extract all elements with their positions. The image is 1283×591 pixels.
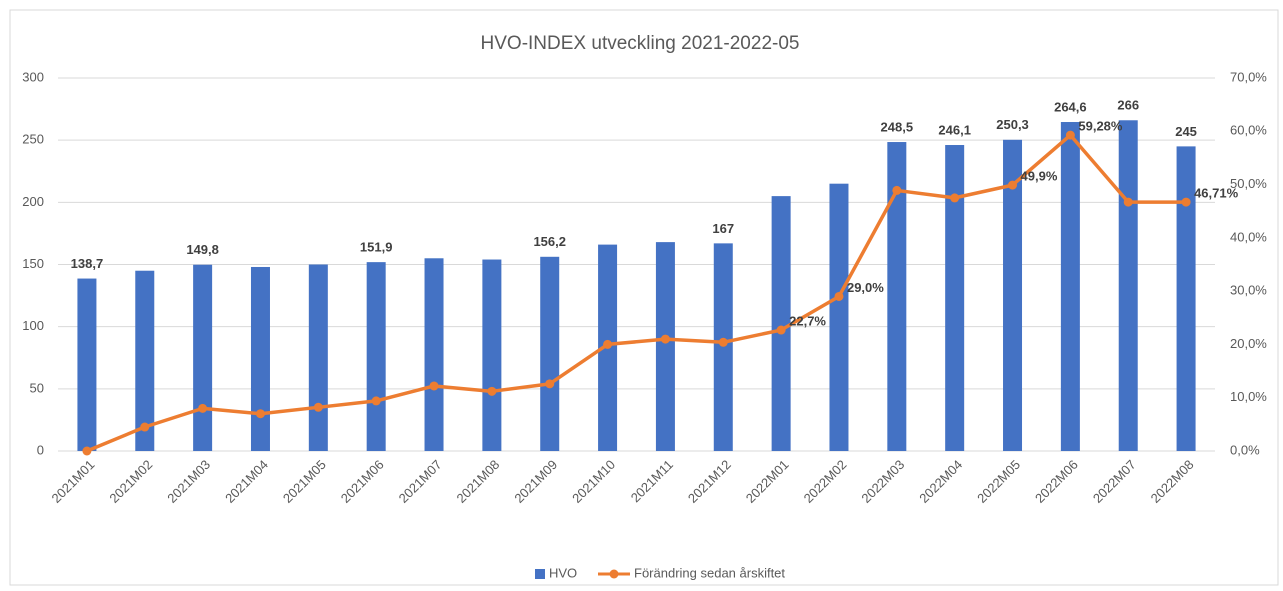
data-label: 246,1	[938, 122, 971, 137]
line-point	[892, 185, 902, 195]
bar	[713, 243, 733, 451]
bar	[482, 259, 502, 451]
legend-swatch	[535, 569, 545, 579]
y2-tick-label: 30,0%	[1230, 283, 1267, 298]
y2-tick-label: 60,0%	[1230, 123, 1267, 138]
y-tick-label: 150	[22, 256, 44, 271]
bar	[1003, 139, 1023, 451]
y2-tick-label: 10,0%	[1230, 389, 1267, 404]
line-point	[429, 381, 439, 391]
bar	[77, 278, 97, 451]
legend-label: Förändring sedan årskiftet	[634, 565, 785, 580]
line	[86, 133, 1187, 453]
bar	[887, 142, 907, 451]
bar	[1176, 146, 1196, 451]
line-point	[487, 386, 497, 396]
data-label: 59,28%	[1078, 119, 1123, 134]
bar	[945, 145, 965, 451]
bar	[829, 183, 849, 451]
data-label: 266	[1117, 98, 1139, 113]
data-label: 29,0%	[847, 280, 884, 295]
data-label: 49,9%	[1021, 169, 1058, 184]
line-point	[1008, 180, 1018, 190]
y-tick-label: 200	[22, 194, 44, 209]
bar	[540, 256, 560, 451]
y-tick-label: 300	[22, 69, 44, 84]
bar	[424, 258, 444, 451]
line-point	[718, 337, 728, 347]
data-label: 22,7%	[789, 313, 826, 328]
line-point	[603, 339, 613, 349]
line-point	[950, 193, 960, 203]
line-point	[776, 325, 786, 335]
bar	[250, 266, 270, 451]
data-label: 264,6	[1054, 99, 1087, 114]
y-tick-label: 50	[30, 380, 44, 395]
y-tick-label: 100	[22, 318, 44, 333]
line-point	[1181, 197, 1191, 207]
line-point	[545, 379, 555, 389]
line-point	[198, 403, 208, 413]
y2-tick-label: 50,0%	[1230, 176, 1267, 191]
y2-tick-label: 40,0%	[1230, 229, 1267, 244]
line-point	[140, 422, 150, 432]
bar	[655, 242, 675, 451]
data-label: 167	[712, 221, 734, 236]
y2-tick-label: 0,0%	[1230, 442, 1260, 457]
bar	[1060, 122, 1080, 451]
bar	[771, 196, 791, 451]
bar	[1118, 120, 1138, 452]
data-label: 151,9	[360, 240, 393, 255]
data-label: 156,2	[533, 234, 566, 249]
line-point	[371, 396, 381, 406]
bar	[308, 264, 328, 451]
line-point	[82, 446, 92, 456]
line-point	[1065, 130, 1075, 140]
bar	[135, 270, 155, 451]
line-point	[834, 291, 844, 301]
line-point	[255, 409, 265, 419]
data-label: 248,5	[881, 119, 914, 134]
data-label: 149,8	[186, 242, 219, 257]
y-tick-label: 0	[37, 442, 44, 457]
y2-tick-label: 20,0%	[1230, 336, 1267, 351]
line-point	[313, 402, 323, 412]
legend-label: HVO	[549, 565, 577, 580]
data-label: 250,3	[996, 117, 1029, 132]
data-label: 138,7	[71, 256, 104, 271]
data-label: 245	[1175, 124, 1197, 139]
bar	[193, 264, 213, 451]
line-point	[1123, 197, 1133, 207]
y-tick-label: 250	[22, 132, 44, 147]
bar	[366, 262, 386, 451]
chart-title: HVO-INDEX utveckling 2021-2022-05	[481, 33, 800, 54]
line-point	[660, 334, 670, 344]
data-label: 46,71%	[1194, 186, 1239, 201]
legend-swatch	[609, 569, 619, 579]
y2-tick-label: 70,0%	[1230, 69, 1267, 84]
